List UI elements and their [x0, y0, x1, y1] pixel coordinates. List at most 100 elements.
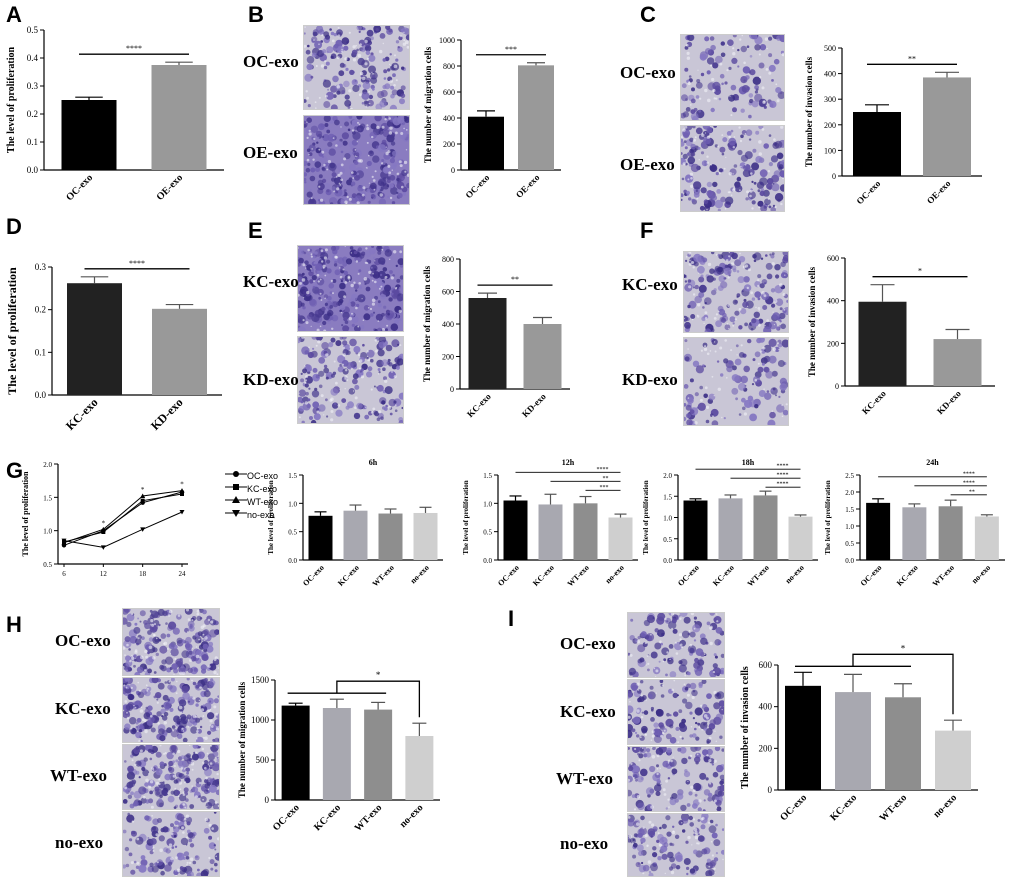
panel-letter-g: G	[6, 458, 24, 483]
series-line	[63, 493, 183, 543]
significance-label: ****	[597, 467, 609, 473]
x-tick-label: no-exo	[398, 802, 426, 830]
y-tick-label: 0	[451, 166, 455, 175]
chart-c: 0 100 200 300 400 500 The number of invasion c…	[804, 44, 982, 206]
legend-label-oc: OC-exo	[247, 471, 279, 481]
bar	[885, 697, 921, 790]
significance-label: ***	[600, 485, 609, 491]
x-tick-label: no-exo	[604, 563, 626, 585]
y-tick-label: 0.5	[483, 529, 492, 537]
bar	[788, 516, 813, 560]
bar	[853, 112, 901, 176]
micro-label-i-3: WT-exo	[556, 769, 613, 788]
chart-g-line: 0.5 1.0 1.5 2.0 The level of proliferation 6 1…	[22, 461, 188, 578]
bar	[322, 708, 351, 800]
legend-label-wt: WT-exo	[247, 497, 279, 507]
y-tick-label: 1.0	[43, 528, 52, 536]
significance-label: ****	[963, 480, 975, 486]
x-tick-label: KC-exo	[711, 563, 736, 588]
chart-g-6h: 0.0 0.5 1.0 1.5 The level of proliferation 6h…	[267, 458, 443, 588]
y-tick-label: 400	[827, 297, 839, 306]
micrograph-b-1	[303, 25, 410, 110]
y-tick-label: 0.2	[35, 305, 46, 315]
x-tick-label: WT-exo	[931, 563, 956, 588]
significance-label: **	[908, 54, 916, 63]
bar	[866, 502, 891, 560]
x-tick-label: WT-exo	[878, 792, 909, 823]
y-axis-label: The level of proliferation	[267, 480, 275, 554]
micro-label-i-2: KC-exo	[560, 702, 616, 721]
y-tick-label: 1.5	[663, 493, 672, 501]
x-tick-label: OC-exo	[463, 172, 491, 200]
bar	[364, 709, 393, 800]
y-axis-label: The level of proliferation	[5, 267, 19, 395]
data-point	[100, 545, 106, 550]
y-tick-label: 500	[256, 755, 270, 765]
y-tick-label: 0.5	[43, 561, 52, 569]
y-tick-label: 2.0	[663, 472, 672, 480]
y-tick-label: 0.0	[27, 165, 39, 175]
x-tick-label: KD-exo	[935, 388, 963, 416]
bar	[683, 500, 708, 560]
x-tick-label: KC-exo	[465, 391, 493, 419]
bar	[468, 116, 504, 170]
y-axis-label: The number of migration cells	[422, 265, 432, 382]
x-tick-label: KC-exo	[312, 802, 343, 833]
micrograph-f-2	[683, 337, 789, 426]
y-tick-label: 400	[824, 70, 836, 79]
chart-i: 0 200 400 600 The number of invasion cells OC…	[740, 643, 978, 824]
chart-g-18h: 0.0 0.5 1.0 1.5 2.0 The level of proliferatio…	[642, 458, 818, 588]
micro-label-c-2: OE-exo	[620, 155, 675, 174]
micrograph-e-2	[297, 336, 404, 424]
x-tick-label: no-exo	[784, 563, 806, 585]
data-point	[179, 510, 185, 515]
panel-letter-i: I	[508, 606, 515, 631]
micrograph-b-2	[303, 115, 410, 205]
bar	[785, 685, 821, 790]
micro-label-i-1: OC-exo	[560, 634, 616, 653]
significance-label: ****	[777, 464, 789, 470]
micrograph-h-2	[122, 677, 220, 743]
bar	[468, 298, 507, 389]
micrograph-h-4	[122, 811, 220, 877]
y-tick-label: 1.5	[845, 506, 854, 514]
chart-b: 0 200 400 600 800 1000 The number of migration…	[423, 36, 561, 200]
y-tick-label: 600	[443, 88, 455, 97]
significance-label: *	[141, 486, 145, 494]
y-tick-label: 0.3	[35, 262, 47, 272]
data-point	[61, 538, 67, 544]
x-tick-label: 6	[62, 570, 66, 578]
x-tick-label: no-exo	[409, 563, 431, 585]
significance-label: **	[511, 275, 519, 284]
y-tick-label: 0.0	[845, 557, 854, 565]
y-tick-label: 1.5	[288, 472, 297, 480]
y-tick-label: 0.5	[288, 529, 297, 537]
significance-bracket	[852, 653, 954, 715]
significance-label: **	[969, 489, 975, 495]
y-tick-label: 1000	[439, 36, 455, 45]
panel-letter-c: C	[640, 2, 656, 27]
micrograph-i-3	[627, 746, 725, 812]
significance-label: ****	[777, 482, 789, 488]
micro-label-e-2: KD-exo	[243, 370, 299, 389]
x-tick-label: WT-exo	[353, 802, 384, 833]
x-tick-label: OC-exo	[676, 563, 701, 588]
bar	[281, 705, 310, 800]
x-tick-label: OC-exo	[854, 178, 882, 206]
chart-title: 12h	[562, 458, 575, 467]
bar	[61, 100, 117, 170]
y-tick-label: 200	[827, 339, 839, 348]
legend-item-no: no-exo	[225, 508, 278, 521]
chart-d: 0.0 0.1 0.2 0.3 The level of proliferation KC…	[5, 259, 222, 433]
y-tick-label: 500	[824, 44, 836, 53]
legend-item-wt: WT-exo	[225, 495, 278, 508]
micro-label-c-1: OC-exo	[620, 63, 676, 82]
significance-label: ****	[963, 471, 975, 477]
micro-label-h-2: KC-exo	[55, 699, 111, 718]
y-tick-label: 0.5	[27, 25, 39, 35]
panel-letter-b: B	[248, 2, 264, 27]
y-tick-label: 1.0	[288, 500, 297, 508]
significance-label: *	[376, 670, 381, 680]
significance-label: ****	[777, 473, 789, 479]
significance-label: ****	[126, 44, 142, 53]
